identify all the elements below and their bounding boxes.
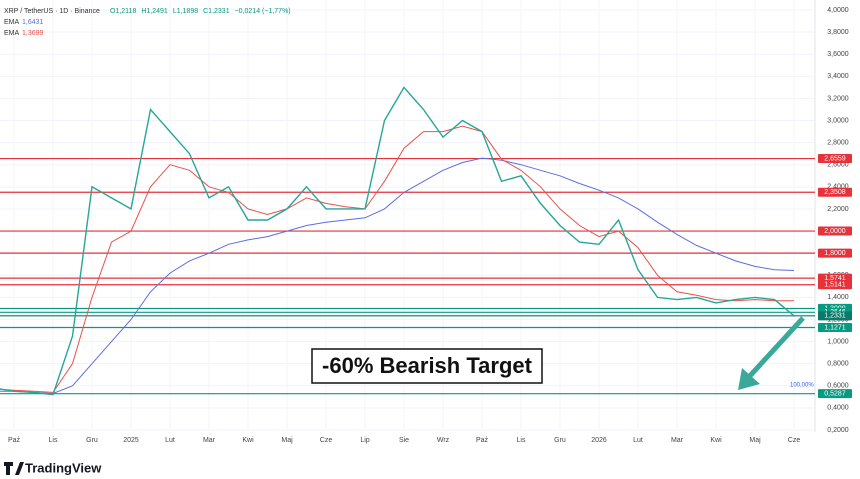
- y-tick-label: 2,2000: [827, 206, 849, 213]
- level-tag: [818, 226, 852, 236]
- y-tick-label: 2,6000: [827, 162, 849, 169]
- y-tick-label: 3,2000: [827, 95, 849, 102]
- levels: [0, 157, 815, 395]
- y-tick-label: 0,2000: [827, 427, 849, 434]
- level-label: 1,5741: [824, 275, 846, 282]
- symbol: XRP / TetherUS · 1D · Binance: [4, 8, 100, 15]
- x-tick-label: Lis: [517, 437, 526, 444]
- x-tick-label: Mar: [203, 437, 216, 444]
- x-tick-label: Cze: [788, 437, 801, 444]
- lines: [0, 86, 795, 396]
- level-tag: [818, 248, 852, 258]
- ohlc: O1,2118 H1,2491 L1,1898 C1,2331 −0,0214 (−1,…: [110, 8, 291, 15]
- x-tick-label: Mar: [671, 437, 684, 444]
- x-tick-label: 2026: [591, 437, 607, 444]
- arrow-shaft: [746, 316, 805, 380]
- level-tag: [818, 187, 852, 197]
- x-tick-label: Lip: [360, 437, 369, 444]
- labels: 0,20000,40000,60000,80001,00001,20001,40…: [8, 7, 852, 444]
- brand-logo: TradingView: [4, 460, 102, 475]
- y-tick-label: 3,4000: [827, 73, 849, 80]
- price-line: [0, 86, 795, 396]
- x-tick-label: Maj: [281, 437, 293, 444]
- fib-label: 100,00%: [790, 383, 814, 389]
- level-tag: [818, 280, 852, 290]
- x-tick-label: Lut: [165, 437, 175, 444]
- x-tick-label: Maj: [749, 437, 761, 444]
- level-label: 1,1271: [824, 324, 846, 331]
- x-tick-label: Kwi: [710, 437, 722, 444]
- ohlc-value: C1,2331: [203, 8, 230, 15]
- level-label: 2,3508: [824, 189, 846, 196]
- ohlc-value: H1,2491: [141, 8, 168, 15]
- y-tick-label: 2,8000: [827, 139, 849, 146]
- level-tag: [818, 323, 852, 333]
- x-tick-label: Lut: [633, 437, 643, 444]
- grid: [0, 0, 815, 431]
- x-tick-label: Lis: [49, 437, 58, 444]
- y-tick-label: 0,8000: [827, 361, 849, 368]
- level-label: 1,8000: [824, 250, 846, 257]
- annotation: -60% Bearish Target: [322, 353, 533, 378]
- ohlc-value: O1,2118: [110, 8, 136, 15]
- level-label: 0,5287: [824, 391, 846, 398]
- annotation-box: [311, 348, 543, 384]
- x-tick-label: Gru: [554, 437, 566, 444]
- ohlc-value: −0,0214 (−1,77%): [235, 8, 291, 15]
- y-tick-label: 3,0000: [827, 117, 849, 124]
- x-tick-label: Sie: [399, 437, 409, 444]
- legend-value: 1,6431: [22, 19, 44, 26]
- x-tick-label: Paź: [476, 437, 489, 444]
- level-label: 2,0000: [824, 228, 846, 235]
- y-tick-label: 3,6000: [827, 51, 849, 58]
- y-tick-label: 0,6000: [827, 383, 849, 390]
- level-label: 2,6559: [824, 155, 846, 162]
- y-tick-label: 1,4000: [827, 294, 849, 301]
- level-label: 1,2331: [824, 313, 846, 320]
- x-tick-label: Gru: [86, 437, 98, 444]
- legend-name: EMA: [4, 30, 20, 37]
- y-tick-label: 4,0000: [827, 7, 849, 14]
- level-tag: [818, 311, 852, 321]
- x-tick-label: Kwi: [242, 437, 254, 444]
- ema-line: [0, 125, 794, 393]
- x-tick-label: 2025: [123, 437, 139, 444]
- arrow-head: [738, 368, 760, 390]
- brand: TradingView: [25, 460, 102, 475]
- x-tick-label: Wrz: [437, 437, 450, 444]
- y-tick-label: 2,4000: [827, 184, 849, 191]
- y-tick-label: 1,0000: [827, 338, 849, 345]
- y-tick-label: 0,4000: [827, 405, 849, 412]
- x-tick-label: Cze: [320, 437, 333, 444]
- level-label: 1,5141: [824, 282, 846, 289]
- level-tag: [818, 154, 852, 164]
- legend-name: EMA: [4, 19, 20, 26]
- legend-value: 1,3699: [22, 30, 44, 37]
- logo-mark: [4, 462, 24, 475]
- ema-line: [0, 157, 795, 395]
- y-tick-label: 3,8000: [827, 29, 849, 36]
- x-tick-label: Paź: [8, 437, 21, 444]
- ohlc-value: L1,1898: [173, 8, 198, 15]
- level-tag: [818, 389, 852, 399]
